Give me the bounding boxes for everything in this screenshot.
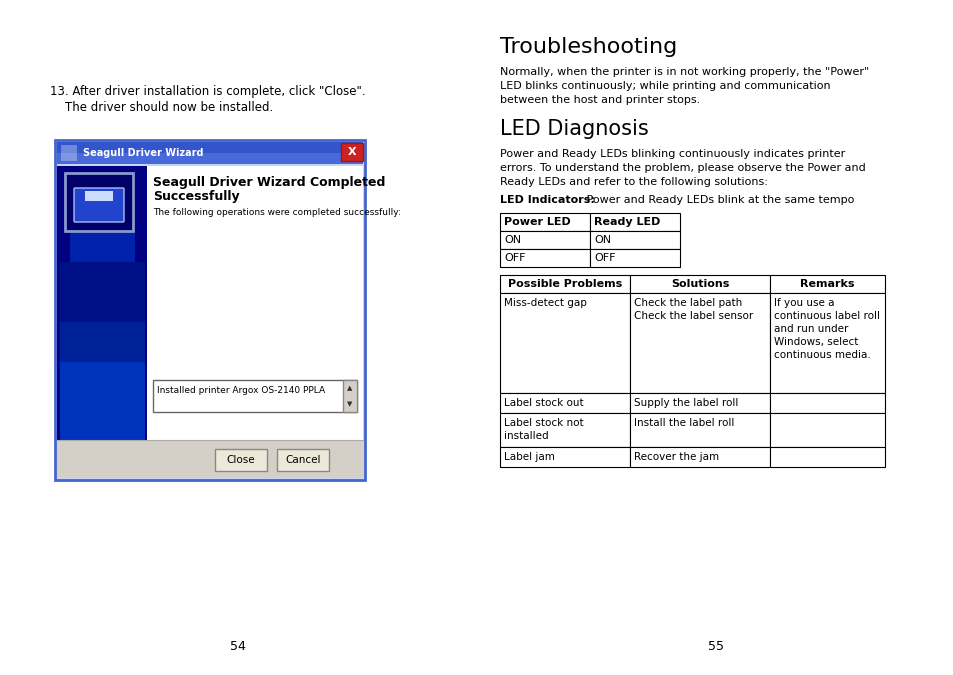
Text: continuous label roll: continuous label roll: [773, 311, 879, 321]
Text: Close: Close: [227, 455, 255, 465]
Text: 13. After driver installation is complete, click "Close".: 13. After driver installation is complet…: [50, 85, 365, 98]
Bar: [589, 249, 679, 267]
Text: Ready LEDs and refer to the following solutions:: Ready LEDs and refer to the following so…: [499, 177, 767, 187]
Text: LED blinks continuously; while printing and communication: LED blinks continuously; while printing …: [499, 81, 830, 91]
Bar: [57, 153, 363, 164]
Text: Recover the jam: Recover the jam: [634, 452, 719, 462]
Bar: [629, 293, 769, 393]
Bar: [629, 413, 769, 447]
Text: and run under: and run under: [773, 324, 847, 334]
Text: 55: 55: [707, 640, 723, 653]
Bar: [55, 140, 365, 480]
Text: ▼: ▼: [347, 401, 353, 407]
Text: Cancel: Cancel: [285, 455, 320, 465]
Text: Seagull Driver Wizard: Seagull Driver Wizard: [83, 148, 203, 158]
Bar: [499, 213, 589, 231]
Text: Normally, when the printer is in not working properly, the "Power": Normally, when the printer is in not wor…: [499, 67, 868, 77]
Text: LED Indicators:: LED Indicators:: [499, 195, 595, 205]
Bar: [769, 447, 884, 467]
FancyBboxPatch shape: [74, 188, 124, 222]
Text: Installed printer Argox OS-2140 PPLA: Installed printer Argox OS-2140 PPLA: [157, 386, 325, 395]
Text: errors. To understand the problem, please observe the Power and: errors. To understand the problem, pleas…: [499, 163, 864, 173]
Bar: [57, 166, 147, 442]
Text: Label stock not: Label stock not: [503, 418, 583, 428]
Text: ON: ON: [503, 235, 520, 245]
Text: Ready LED: Ready LED: [594, 217, 659, 227]
Bar: [60, 262, 145, 322]
Bar: [343, 380, 356, 412]
Text: Solutions: Solutions: [670, 279, 728, 289]
Bar: [65, 173, 132, 231]
Text: OFF: OFF: [503, 253, 525, 263]
Text: Remarks: Remarks: [800, 279, 854, 289]
Bar: [769, 393, 884, 413]
Bar: [629, 393, 769, 413]
Bar: [57, 440, 363, 478]
Text: between the host and printer stops.: between the host and printer stops.: [499, 95, 700, 105]
Bar: [499, 249, 589, 267]
Text: Supply the label roll: Supply the label roll: [634, 398, 738, 408]
Bar: [499, 447, 629, 467]
Text: Label jam: Label jam: [503, 452, 555, 462]
Bar: [70, 202, 135, 262]
Text: X: X: [347, 147, 355, 157]
Bar: [629, 275, 769, 293]
Text: Seagull Driver Wizard Completed: Seagull Driver Wizard Completed: [152, 176, 385, 189]
Text: Power and Ready LEDs blinking continuously indicates printer: Power and Ready LEDs blinking continuous…: [499, 149, 844, 159]
Text: Troubleshooting: Troubleshooting: [499, 37, 677, 57]
Bar: [499, 293, 629, 393]
Text: If you use a: If you use a: [773, 298, 834, 308]
Text: Power and Ready LEDs blink at the same tempo: Power and Ready LEDs blink at the same t…: [582, 195, 854, 205]
Bar: [60, 322, 145, 362]
Text: ON: ON: [594, 235, 611, 245]
Text: Successfully: Successfully: [152, 190, 239, 203]
Text: Check the label path: Check the label path: [634, 298, 741, 308]
Text: Power LED: Power LED: [503, 217, 570, 227]
Text: Install the label roll: Install the label roll: [634, 418, 734, 428]
Bar: [769, 275, 884, 293]
Text: Possible Problems: Possible Problems: [507, 279, 621, 289]
Bar: [769, 293, 884, 393]
Text: Label stock out: Label stock out: [503, 398, 583, 408]
Text: 54: 54: [230, 640, 246, 653]
Bar: [769, 413, 884, 447]
Bar: [499, 413, 629, 447]
Text: installed: installed: [503, 431, 548, 441]
Bar: [152, 380, 356, 412]
Bar: [214, 449, 267, 471]
Text: The following operations were completed successfully:: The following operations were completed …: [152, 208, 400, 217]
Bar: [57, 142, 363, 164]
Bar: [499, 231, 589, 249]
Text: ▲: ▲: [347, 385, 353, 391]
Bar: [60, 362, 145, 442]
Bar: [629, 447, 769, 467]
Bar: [276, 449, 329, 471]
Bar: [499, 275, 629, 293]
Bar: [499, 393, 629, 413]
Text: Miss-detect gap: Miss-detect gap: [503, 298, 586, 308]
Bar: [589, 231, 679, 249]
Text: The driver should now be installed.: The driver should now be installed.: [65, 101, 273, 114]
Text: continuous media.: continuous media.: [773, 350, 870, 360]
Text: Check the label sensor: Check the label sensor: [634, 311, 753, 321]
Text: OFF: OFF: [594, 253, 615, 263]
Text: Windows, select: Windows, select: [773, 337, 858, 347]
Text: LED Diagnosis: LED Diagnosis: [499, 119, 648, 139]
Bar: [85, 191, 112, 201]
Bar: [57, 166, 363, 442]
Bar: [589, 213, 679, 231]
Bar: [340, 143, 363, 161]
Bar: [61, 145, 77, 161]
